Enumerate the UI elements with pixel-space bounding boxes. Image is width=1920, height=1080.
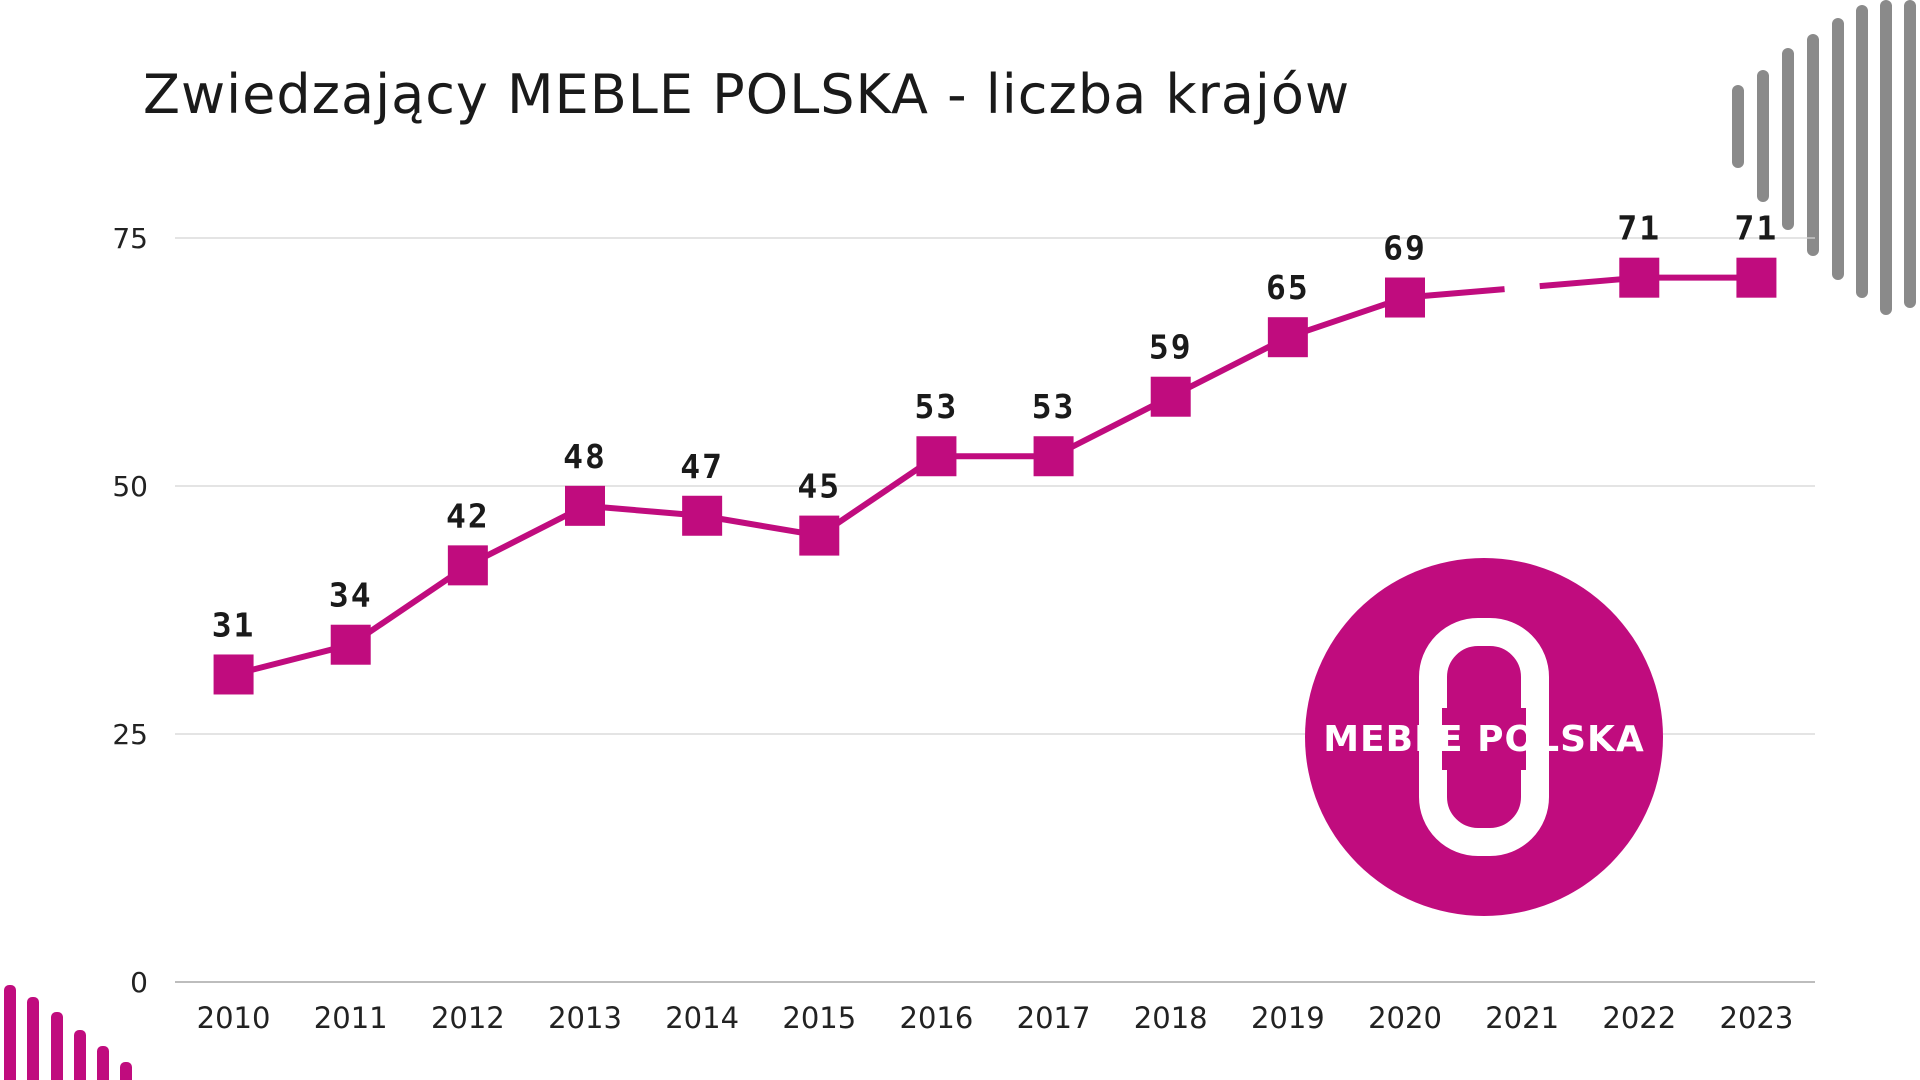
x-tick-label: 2021: [1485, 1001, 1559, 1035]
logo-text-band: [1442, 708, 1526, 770]
series-markers: [213, 257, 1777, 695]
data-point-marker: [1385, 277, 1425, 318]
data-label: 31: [212, 605, 256, 644]
data-label: 47: [680, 447, 724, 486]
y-tick-label: 25: [112, 718, 148, 751]
data-point-marker: [447, 545, 488, 586]
x-tick-label: 2011: [314, 1001, 388, 1035]
data-label: 53: [1032, 387, 1076, 426]
data-labels: 31 34 42 48 47 45 53 53 59 65 69 71 71: [212, 209, 1779, 645]
x-tick-label: 2019: [1251, 1001, 1325, 1035]
decorative-stripe: [1782, 48, 1794, 230]
data-point-marker: [1150, 376, 1191, 417]
x-tick-label: 2014: [665, 1001, 739, 1035]
data-point-marker: [682, 495, 723, 536]
decorative-stripe: [1880, 0, 1892, 315]
data-point-marker: [213, 654, 254, 695]
data-label: 69: [1383, 229, 1427, 268]
x-tick-label: 2013: [548, 1001, 622, 1035]
data-label: 48: [563, 437, 607, 476]
y-tick-label: 0: [130, 966, 148, 999]
data-point-marker: [565, 485, 605, 526]
x-tick-label: 2012: [431, 1001, 505, 1035]
decorative-stripe: [120, 1062, 132, 1080]
data-label: 59: [1149, 328, 1193, 367]
data-label: 65: [1266, 268, 1310, 307]
data-point-marker: [1736, 257, 1777, 298]
decorative-stripe: [74, 1030, 86, 1080]
x-tick-label: 2010: [197, 1001, 271, 1035]
x-tick-label: 2017: [1017, 1001, 1091, 1035]
x-tick-label: 2020: [1368, 1001, 1442, 1035]
meble-polska-logo: MEBLE POLSKA: [1305, 558, 1663, 916]
chart-title: Zwiedzający MEBLE POLSKA - liczba krajów: [143, 63, 1350, 126]
x-tick-label: 2023: [1720, 1001, 1794, 1035]
data-label: 71: [1617, 209, 1661, 248]
data-label: 71: [1735, 209, 1779, 248]
decorative-stripe: [1757, 70, 1769, 202]
data-point-marker: [330, 624, 371, 665]
y-axis-ticks: 0 25 50 75: [112, 222, 148, 999]
decorative-stripes-bottom-left: [4, 985, 132, 1080]
decorative-stripe: [1904, 0, 1916, 308]
decorative-stripe: [1732, 85, 1744, 168]
x-tick-label: 2018: [1134, 1001, 1208, 1035]
data-point-marker: [1267, 317, 1308, 358]
decorative-stripe: [4, 985, 16, 1080]
decorative-stripe: [97, 1046, 109, 1080]
decorative-stripe: [1807, 34, 1819, 256]
decorative-stripe: [1856, 5, 1868, 298]
decorative-stripe: [27, 997, 39, 1080]
x-tick-label: 2015: [782, 1001, 856, 1035]
logo-text: MEBLE POLSKA: [1323, 719, 1645, 760]
data-label: 45: [797, 467, 841, 506]
logo-chain-link: [1419, 618, 1549, 856]
x-axis-ticks: 2010 2011 2012 2013 2014 2015 2016 2017 2018 2019…: [197, 1001, 1794, 1035]
x-tick-label: 2022: [1602, 1001, 1676, 1035]
data-label: 34: [329, 576, 373, 615]
data-point-marker: [916, 436, 957, 477]
decorative-stripe: [51, 1012, 63, 1080]
data-label: 53: [915, 387, 959, 426]
data-point-marker: [1033, 436, 1074, 477]
x-tick-label: 2016: [900, 1001, 974, 1035]
y-tick-label: 50: [112, 470, 148, 503]
decorative-stripes-top-right: [1732, 0, 1916, 315]
data-label: 42: [446, 496, 490, 535]
data-point-marker: [1619, 257, 1660, 298]
gridlines: [175, 237, 1815, 983]
y-tick-label: 75: [112, 222, 148, 255]
decorative-stripe: [1832, 18, 1844, 280]
data-point-marker: [799, 515, 840, 556]
